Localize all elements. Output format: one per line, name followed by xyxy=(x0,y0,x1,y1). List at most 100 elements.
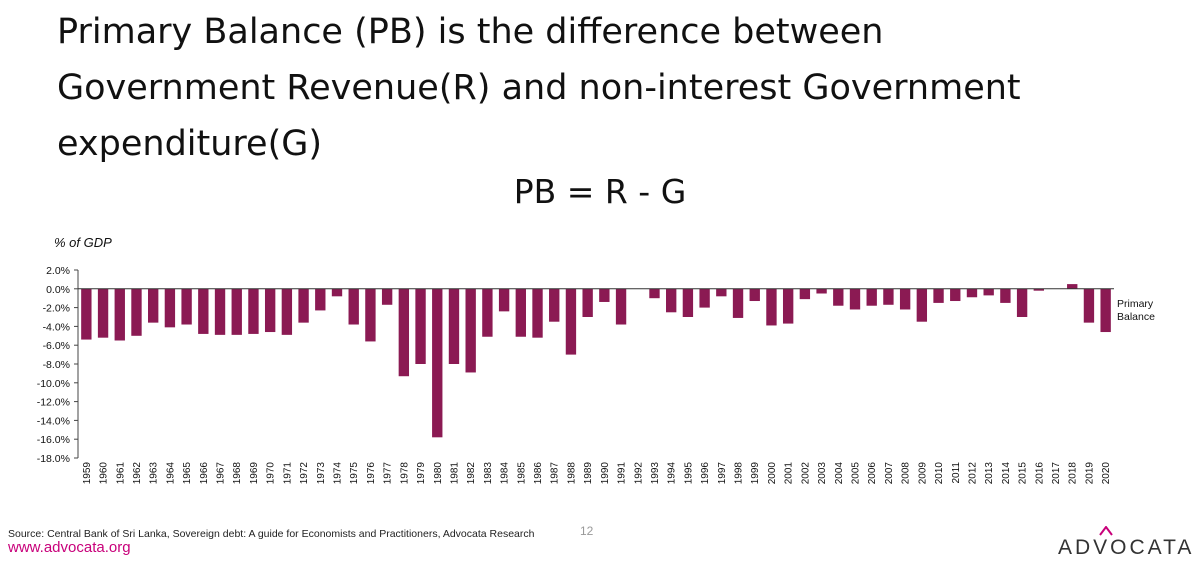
bar xyxy=(381,288,393,305)
bar xyxy=(114,288,125,341)
x-tick-label: 1994 xyxy=(667,462,678,485)
primary-balance-chart: % of GDP 2.0% 0.0% -2.0% -4.0% -6.0% -8.0% -10… xyxy=(37,235,1155,485)
title-line-3: expenditure(G) xyxy=(57,124,322,164)
x-tick-label: 1979 xyxy=(416,462,427,485)
bar xyxy=(148,288,159,323)
bar xyxy=(365,288,376,342)
x-tick-label: 1981 xyxy=(449,462,460,485)
x-tick-label: 1973 xyxy=(316,462,327,485)
x-tick-label: 2016 xyxy=(1034,462,1045,485)
bar xyxy=(1016,288,1028,317)
bar xyxy=(398,288,410,377)
x-tick-label: 2001 xyxy=(784,462,795,485)
y-tick-label: -18.0% xyxy=(37,453,70,465)
x-tick-label: 2012 xyxy=(967,462,978,485)
x-tick-label: 2004 xyxy=(834,462,845,485)
x-tick-label: 1966 xyxy=(199,462,210,485)
bar xyxy=(682,288,694,317)
page-number: 12 xyxy=(580,524,594,538)
bar xyxy=(214,288,226,335)
x-tick-label: 2020 xyxy=(1101,462,1112,485)
y-tick-label: -10.0% xyxy=(37,378,70,390)
bar xyxy=(415,288,426,364)
bar xyxy=(432,288,443,438)
x-tick-label: 1992 xyxy=(633,462,644,485)
bar xyxy=(1000,288,1011,303)
x-tick-label: 2005 xyxy=(851,462,862,485)
x-tick-label: 2000 xyxy=(767,462,778,485)
x-tick-label: 1972 xyxy=(299,462,310,485)
x-tick-label: 1976 xyxy=(366,462,377,485)
bar xyxy=(599,288,610,302)
x-tick-label: 1963 xyxy=(149,462,160,485)
bar xyxy=(532,288,543,338)
bar xyxy=(549,288,560,322)
bar xyxy=(498,288,510,312)
bar xyxy=(198,288,209,334)
bar xyxy=(331,288,343,297)
bar xyxy=(1100,288,1111,333)
x-tick-label: 1962 xyxy=(132,462,143,485)
title-line-1: Primary Balance (PB) is the difference b… xyxy=(57,12,884,52)
x-tick-label: 1969 xyxy=(249,462,260,485)
x-tick-label: 1967 xyxy=(216,462,227,485)
x-tick-label: 2008 xyxy=(901,462,912,485)
x-tick-label: 1977 xyxy=(383,462,394,485)
x-tick-label: 1965 xyxy=(182,462,193,485)
bar xyxy=(465,288,476,373)
website-link[interactable]: www.advocata.org xyxy=(8,539,131,556)
logo-text: ADVOCATA xyxy=(1058,536,1195,559)
x-tick-label: 2007 xyxy=(884,462,895,485)
bar xyxy=(615,288,627,325)
y-tick-label: -6.0% xyxy=(43,340,70,352)
bar xyxy=(97,288,109,338)
bar xyxy=(950,288,961,302)
y-tick-label: -2.0% xyxy=(43,303,70,315)
bar xyxy=(248,288,259,334)
bar xyxy=(448,288,460,364)
bar xyxy=(782,288,794,324)
formula: PB = R - G xyxy=(0,172,1200,211)
bar xyxy=(899,288,911,310)
x-tick-label: 2002 xyxy=(800,462,811,485)
x-tick-label: 1997 xyxy=(717,462,728,485)
x-tick-label: 1959 xyxy=(82,462,93,485)
x-tick-label: 1998 xyxy=(734,462,745,485)
x-tick-label: 2009 xyxy=(917,462,928,485)
x-tick-label: 1978 xyxy=(399,462,410,485)
x-tick-label: 1989 xyxy=(583,462,594,485)
bar xyxy=(231,288,242,335)
x-tick-label: 2019 xyxy=(1084,462,1095,485)
bar xyxy=(799,288,811,300)
x-tick-label: 2003 xyxy=(817,462,828,485)
x-tick-label: 1986 xyxy=(533,462,544,485)
x-tick-label: 2006 xyxy=(867,462,878,485)
logo-accent-icon xyxy=(1099,526,1113,536)
bar xyxy=(1067,284,1078,289)
x-tick-label: 1990 xyxy=(600,462,611,485)
bar xyxy=(666,288,677,313)
x-tick-label: 1971 xyxy=(282,462,293,485)
x-tick-label: 2013 xyxy=(984,462,995,485)
x-tick-label: 1970 xyxy=(266,462,277,485)
bar xyxy=(281,288,293,335)
bar xyxy=(348,288,359,325)
x-tick-label: 1974 xyxy=(333,462,344,485)
x-tick-label: 1968 xyxy=(232,462,243,485)
bar xyxy=(883,288,894,305)
bar xyxy=(933,288,944,303)
bar xyxy=(131,288,142,336)
x-tick-label: 1982 xyxy=(466,462,477,485)
x-tick-label: 1964 xyxy=(165,462,176,485)
bar xyxy=(1033,288,1044,291)
y-tick-label: -12.0% xyxy=(37,397,70,409)
bar xyxy=(749,288,760,302)
x-tick-label: 1983 xyxy=(483,462,494,485)
x-tick-label: 1975 xyxy=(349,462,360,485)
x-tick-label: 2017 xyxy=(1051,462,1062,485)
x-tick-label: 2018 xyxy=(1068,462,1079,485)
bar xyxy=(983,288,994,296)
bar xyxy=(816,288,827,294)
x-tick-label: 1999 xyxy=(750,462,761,485)
slide-title: Primary Balance (PB) is the difference b… xyxy=(57,4,1157,172)
